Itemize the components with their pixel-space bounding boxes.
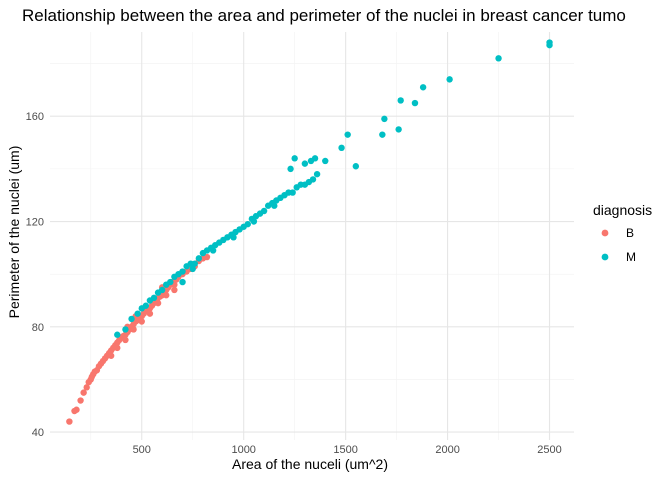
- x-tick-label: 500: [133, 444, 151, 456]
- y-tick-label: 160: [26, 111, 44, 123]
- legend-label: M: [626, 250, 636, 264]
- data-point: [546, 41, 553, 49]
- data-point: [446, 76, 453, 83]
- legend-label: B: [626, 226, 634, 240]
- grid-minor: [50, 32, 574, 440]
- data-point: [66, 418, 73, 425]
- data-point: [134, 310, 141, 317]
- data-point: [189, 265, 196, 273]
- data-point: [344, 131, 351, 138]
- data-point: [179, 278, 186, 286]
- y-tick-labels: 40 80 120 160: [26, 111, 44, 439]
- grid-major: [50, 32, 574, 440]
- data-point: [309, 176, 317, 183]
- y-tick-label: 120: [26, 217, 44, 229]
- data-point: [260, 207, 268, 215]
- data-point: [128, 315, 135, 323]
- x-tick-label: 1000: [231, 444, 255, 456]
- data-point: [122, 336, 129, 344]
- data-point: [379, 131, 386, 138]
- data-point: [73, 406, 80, 413]
- data-point: [107, 352, 115, 359]
- legend-key: [601, 253, 609, 261]
- legend-key: [601, 229, 609, 237]
- data-point: [167, 278, 174, 286]
- series-M: [114, 39, 553, 338]
- legend-title: diagnosis: [593, 202, 652, 218]
- series-B: [66, 253, 211, 425]
- data-point: [322, 157, 329, 165]
- data-point: [122, 326, 129, 333]
- y-axis-label: Perimeter of the nuclei (um): [6, 146, 22, 319]
- data-point: [80, 389, 87, 396]
- data-point: [114, 344, 121, 352]
- legend: diagnosis BM: [593, 202, 652, 264]
- data-point: [495, 55, 502, 62]
- data-point: [179, 268, 186, 275]
- data-point: [395, 126, 402, 133]
- data-point: [230, 234, 237, 241]
- data-point: [171, 286, 178, 294]
- data-point: [195, 255, 203, 262]
- data-point: [419, 84, 427, 91]
- data-point: [209, 247, 217, 254]
- data-point: [287, 165, 294, 173]
- data-point: [352, 163, 360, 170]
- data-point: [191, 260, 198, 267]
- data-point: [289, 189, 296, 196]
- data-point: [158, 286, 166, 294]
- data-point: [250, 218, 258, 225]
- data-point: [411, 99, 419, 107]
- data-point: [83, 384, 90, 391]
- data-point: [114, 331, 121, 338]
- data-point: [163, 292, 170, 299]
- x-tick-label: 2000: [435, 444, 459, 456]
- x-tick-label: 2500: [537, 444, 561, 456]
- x-tick-labels: 500 1000 1500 2000 2500: [133, 444, 562, 456]
- y-tick-label: 80: [32, 322, 44, 334]
- data-point: [142, 302, 150, 309]
- data-point: [271, 202, 278, 209]
- chart-title: Relationship between the area and perime…: [22, 6, 626, 25]
- data-point: [154, 299, 162, 307]
- data-point: [307, 157, 315, 165]
- y-tick-label: 40: [32, 427, 44, 439]
- legend-entries: BM: [601, 226, 636, 264]
- x-axis-label: Area of the nuceli (um^2): [232, 456, 388, 472]
- data-point: [381, 115, 388, 123]
- x-tick-label: 1500: [333, 444, 357, 456]
- data-point: [150, 294, 158, 302]
- data-point: [77, 397, 84, 404]
- data-point: [313, 170, 321, 178]
- data-point: [203, 253, 211, 261]
- data-point: [130, 326, 137, 333]
- data-point: [146, 310, 154, 317]
- data-point: [301, 160, 309, 167]
- data-points: [66, 39, 553, 425]
- data-point: [244, 220, 251, 228]
- data-point: [138, 318, 145, 325]
- data-point: [291, 155, 298, 162]
- data-point: [397, 97, 404, 104]
- data-point: [338, 144, 345, 152]
